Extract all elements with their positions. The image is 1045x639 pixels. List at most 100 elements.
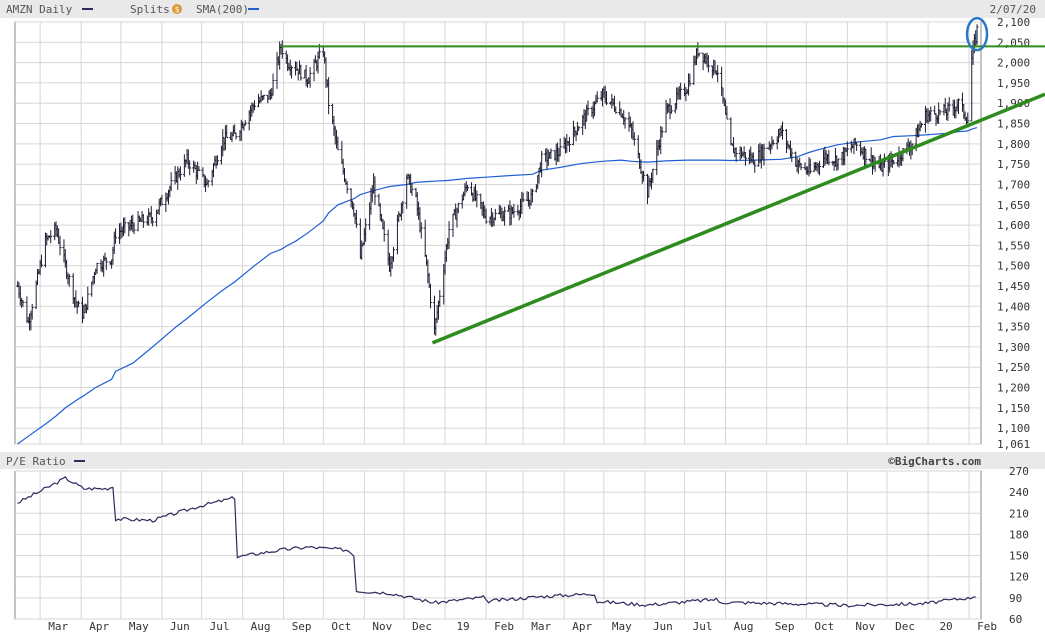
price-bar bbox=[929, 106, 933, 122]
pe-y-tick-label: 120 bbox=[1009, 571, 1029, 584]
price-bar bbox=[21, 300, 25, 307]
x-tick-label: Jun bbox=[170, 620, 190, 633]
price-bar bbox=[540, 150, 544, 178]
price-bar bbox=[243, 120, 247, 126]
price-bar bbox=[299, 64, 303, 81]
x-tick-label: Feb bbox=[494, 620, 514, 633]
price-bar bbox=[679, 82, 683, 100]
pe-y-tick-label: 270 bbox=[1009, 465, 1029, 478]
price-bar bbox=[373, 176, 377, 205]
pe-line bbox=[17, 475, 976, 608]
price-bar bbox=[743, 152, 747, 166]
x-tick-label: Oct bbox=[331, 620, 351, 633]
x-tick-label: Feb bbox=[977, 620, 997, 633]
price-bar bbox=[234, 132, 238, 140]
pe-y-tick-label: 150 bbox=[1009, 550, 1029, 563]
price-bar bbox=[327, 77, 331, 115]
price-bar bbox=[567, 136, 571, 152]
price-bar bbox=[855, 142, 859, 151]
price-bar bbox=[178, 166, 182, 181]
price-bar bbox=[827, 149, 831, 166]
price-y-tick-label: 2,100 bbox=[997, 16, 1030, 29]
price-bar bbox=[188, 160, 192, 176]
price-bar bbox=[253, 100, 257, 111]
price-bar bbox=[771, 139, 775, 146]
price-bar bbox=[39, 254, 43, 268]
price-y-tick-label: 1,300 bbox=[997, 341, 1030, 354]
price-y-tick-label: 1,550 bbox=[997, 239, 1030, 252]
symbol-label: AMZN Daily bbox=[6, 3, 73, 16]
price-y-tick-label: 1,250 bbox=[997, 361, 1030, 374]
price-bar bbox=[845, 141, 849, 157]
price-bar bbox=[438, 289, 442, 307]
price-bar bbox=[215, 155, 219, 166]
pe-y-tick-label: 60 bbox=[1009, 613, 1022, 626]
pe-y-tick-label: 180 bbox=[1009, 528, 1029, 541]
sma-legend-swatch bbox=[248, 8, 259, 10]
price-bar bbox=[484, 208, 488, 224]
price-y-tick-label: 1,650 bbox=[997, 199, 1030, 212]
pe-label: P/E Ratio bbox=[6, 455, 66, 468]
price-y-tick-label: 1,800 bbox=[997, 138, 1030, 151]
price-bar bbox=[169, 172, 173, 192]
price-bar bbox=[799, 162, 803, 171]
price-bar bbox=[521, 192, 525, 203]
price-bar bbox=[114, 228, 118, 244]
price-bar bbox=[141, 214, 145, 228]
price-bar bbox=[818, 160, 822, 176]
x-tick-label: Jul bbox=[210, 620, 230, 633]
price-y-tick-label: 1,900 bbox=[997, 97, 1030, 110]
price-bar bbox=[206, 179, 210, 188]
pe-series bbox=[17, 475, 976, 608]
price-bar bbox=[262, 94, 266, 100]
price-bar bbox=[364, 218, 368, 242]
price-bar bbox=[466, 184, 470, 192]
x-tick-label: Sep bbox=[292, 620, 312, 633]
x-tick-label: Nov bbox=[855, 620, 875, 633]
price-bar bbox=[456, 202, 460, 214]
price-y-tick-label: 1,600 bbox=[997, 219, 1030, 232]
price-bar bbox=[669, 105, 673, 114]
price-y-tick-label: 1,700 bbox=[997, 178, 1030, 191]
price-bar bbox=[197, 166, 201, 172]
x-tick-label: Dec bbox=[895, 620, 915, 633]
x-tick-label: Mar bbox=[48, 620, 68, 633]
price-y-axis: 2,1002,0502,0001,9501,9001,8501,8001,750… bbox=[997, 16, 1030, 451]
price-bar bbox=[734, 147, 738, 162]
price-bar bbox=[595, 91, 599, 103]
dollar-coin-icon: $ bbox=[172, 4, 182, 14]
credit-label: ©BigCharts.com bbox=[888, 455, 981, 468]
x-tick-label: Apr bbox=[89, 620, 109, 633]
x-tick-label: Aug bbox=[734, 620, 754, 633]
x-tick-label: Jun bbox=[653, 620, 673, 633]
price-bar bbox=[77, 300, 81, 308]
price-bar bbox=[781, 121, 785, 140]
price-y-tick-label: 1,200 bbox=[997, 382, 1030, 395]
price-bar bbox=[864, 148, 868, 166]
price-bar bbox=[688, 73, 692, 87]
pe-grid bbox=[15, 470, 981, 620]
price-bar bbox=[132, 222, 136, 235]
pe-legend-swatch bbox=[74, 460, 85, 462]
price-bar bbox=[280, 40, 284, 59]
price-bar bbox=[660, 126, 664, 138]
price-bar bbox=[836, 158, 840, 171]
price-bar bbox=[614, 106, 618, 114]
svg-text:$: $ bbox=[175, 5, 180, 14]
x-tick-label: May bbox=[129, 620, 149, 633]
price-y-tick-label: 1,100 bbox=[997, 422, 1030, 435]
price-bar bbox=[790, 148, 794, 163]
price-header-bar bbox=[0, 0, 1045, 18]
price-bar bbox=[762, 143, 766, 166]
price-y-tick-label: 1,500 bbox=[997, 260, 1030, 273]
price-y-tick-label: 1,950 bbox=[997, 77, 1030, 90]
price-bar bbox=[503, 206, 507, 226]
price-y-tick-label: 1,850 bbox=[997, 118, 1030, 131]
price-y-tick-label: 1,450 bbox=[997, 280, 1030, 293]
price-bar bbox=[558, 138, 562, 157]
price-bar bbox=[447, 221, 451, 249]
pe-y-tick-label: 210 bbox=[1009, 507, 1029, 520]
price-bar bbox=[586, 100, 590, 116]
price-panel bbox=[14, 21, 982, 445]
